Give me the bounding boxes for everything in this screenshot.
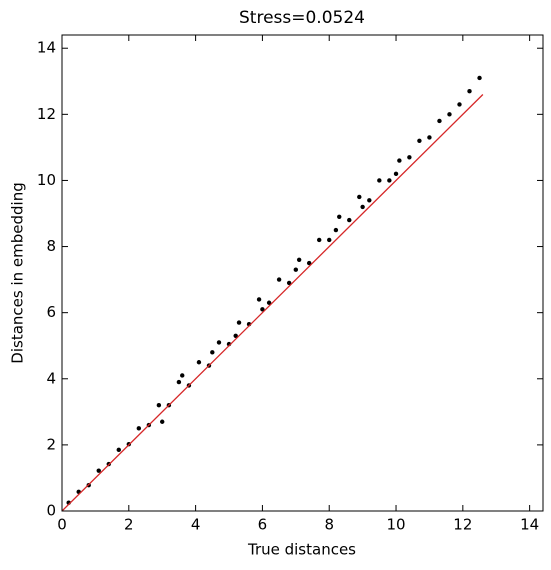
point <box>367 198 372 203</box>
point <box>286 280 292 286</box>
x-tick-label: 6 <box>258 516 268 534</box>
point <box>397 158 402 163</box>
point <box>236 320 242 325</box>
point <box>337 214 342 220</box>
point <box>266 300 272 305</box>
y-tick-label: 14 <box>37 39 56 57</box>
plot-frame <box>61 34 544 512</box>
chart-title: Stress=0.0524 <box>239 8 365 28</box>
y-tick-label: 12 <box>37 105 56 123</box>
x-tick-label: 14 <box>520 516 539 534</box>
point <box>260 307 265 312</box>
point <box>180 373 185 378</box>
point <box>176 379 182 385</box>
x-tick-label: 4 <box>191 516 201 534</box>
point <box>160 419 165 424</box>
point <box>293 267 299 272</box>
point <box>136 426 142 431</box>
point <box>360 204 365 210</box>
y-tick-label: 4 <box>46 369 56 387</box>
point <box>116 447 121 453</box>
point <box>96 468 101 473</box>
y-tick-label: 0 <box>46 502 56 520</box>
point <box>417 138 422 143</box>
point <box>256 297 262 302</box>
point <box>387 178 392 183</box>
point <box>210 350 215 355</box>
y-tick-label: 6 <box>46 303 56 321</box>
point <box>457 102 462 107</box>
point <box>357 194 362 200</box>
point <box>393 171 399 177</box>
point <box>477 75 482 81</box>
point <box>327 237 332 243</box>
x-tick-label: 0 <box>57 516 67 534</box>
point <box>233 333 238 339</box>
point <box>377 178 382 183</box>
point <box>447 112 452 117</box>
point <box>276 277 282 282</box>
y-axis-label: Distances in embedding <box>9 182 27 363</box>
point <box>333 227 339 233</box>
x-tick-label: 8 <box>324 516 334 534</box>
point <box>467 88 472 94</box>
reference-line <box>61 94 484 512</box>
point <box>156 403 162 408</box>
point <box>427 135 432 140</box>
y-tick-label: 2 <box>46 435 56 453</box>
point <box>216 340 222 345</box>
point <box>317 237 322 243</box>
x-tick-label: 12 <box>453 516 472 534</box>
x-axis-label: True distances <box>247 541 356 559</box>
x-tick-label: 2 <box>124 516 134 534</box>
y-tick-label: 8 <box>46 237 56 255</box>
point <box>296 257 302 262</box>
point <box>347 217 352 223</box>
point <box>407 155 412 160</box>
point <box>196 360 202 365</box>
point <box>306 260 312 266</box>
point <box>437 118 442 124</box>
y-tick-label: 10 <box>37 171 56 189</box>
x-tick-label: 10 <box>386 516 405 534</box>
